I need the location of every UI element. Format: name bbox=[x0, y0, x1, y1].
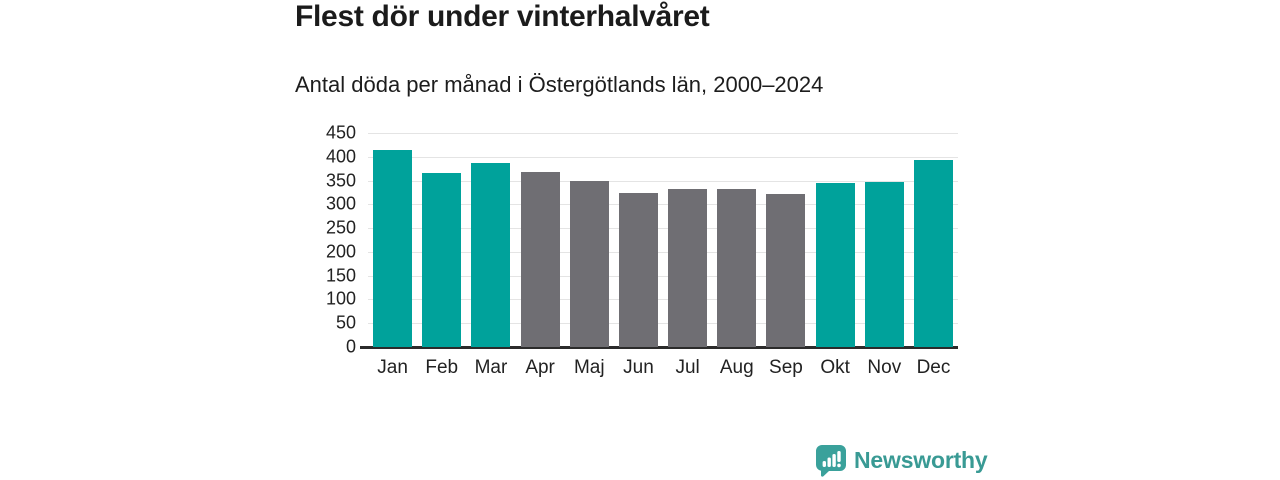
bar-slot bbox=[368, 133, 417, 347]
y-axis-tick-label: 400 bbox=[325, 146, 356, 167]
bar-slot bbox=[466, 133, 515, 347]
bar-slot bbox=[516, 133, 565, 347]
plot-area bbox=[368, 133, 958, 347]
x-axis-label-aug: Aug bbox=[719, 357, 754, 378]
gridline bbox=[368, 323, 958, 325]
x-axis-label-jan: Jan bbox=[377, 357, 408, 378]
y-axis-tick-label: 100 bbox=[325, 288, 356, 309]
bar-slot bbox=[417, 133, 466, 347]
x-axis-line bbox=[360, 346, 958, 349]
gridline bbox=[368, 228, 958, 230]
newsworthy-logo-text: Newsworthy bbox=[854, 447, 988, 473]
bar-dec bbox=[913, 160, 953, 347]
bar-aug bbox=[717, 189, 757, 347]
y-axis-tick-label: 300 bbox=[325, 193, 356, 214]
bar-jun bbox=[618, 193, 658, 347]
y-axis-tick-label: 0 bbox=[345, 336, 356, 357]
bar-slot bbox=[712, 133, 761, 347]
bar-feb bbox=[422, 172, 462, 347]
bar-jan bbox=[373, 149, 413, 347]
gridline bbox=[368, 204, 958, 206]
x-axis-label-okt: Okt bbox=[820, 357, 850, 378]
x-axis-label-mar: Mar bbox=[474, 357, 508, 378]
gridline bbox=[368, 251, 958, 253]
x-axis-label-jun: Jun bbox=[623, 357, 654, 378]
y-axis: 450 400 350 300 250 200 150 100 50 0 bbox=[296, 123, 356, 357]
x-axis-label-maj: Maj bbox=[573, 357, 605, 378]
bar-nov bbox=[864, 181, 904, 347]
newsworthy-branding: Newsworthy bbox=[815, 444, 988, 477]
x-axis-label-sep: Sep bbox=[769, 357, 803, 378]
x-axis-label-jul: Jul bbox=[675, 357, 700, 378]
x-axis-label-feb: Feb bbox=[425, 357, 459, 378]
y-axis-tick-label: 150 bbox=[325, 265, 356, 286]
bar-slot bbox=[565, 133, 614, 347]
y-axis-tick-label: 200 bbox=[325, 241, 356, 262]
bars-container bbox=[368, 133, 958, 347]
y-axis-tick-label: 450 bbox=[325, 122, 356, 143]
gridline bbox=[368, 156, 958, 158]
y-axis-tick-label: 250 bbox=[325, 217, 356, 238]
bar-maj bbox=[569, 180, 609, 347]
bar-slot bbox=[614, 133, 663, 347]
chart-title: Flest dör under vinterhalvåret bbox=[295, 0, 710, 33]
bar-slot bbox=[811, 133, 860, 347]
gridline bbox=[368, 133, 958, 134]
bar-slot bbox=[909, 133, 958, 347]
gridline bbox=[368, 299, 958, 301]
chart-subtitle: Antal döda per månad i Östergötlands län… bbox=[295, 72, 824, 97]
newsworthy-speech-bubble-bar-chart-icon bbox=[816, 445, 846, 477]
gridline bbox=[368, 180, 958, 182]
bar-slot bbox=[663, 133, 712, 347]
y-axis-tick-label: 350 bbox=[325, 170, 356, 191]
x-axis-label-dec: Dec bbox=[916, 357, 951, 378]
bar-slot bbox=[860, 133, 909, 347]
bar-apr bbox=[520, 172, 560, 347]
x-axis: Jan Feb Mar Apr Maj Jun Jul Aug Sep Okt Nov Dec bbox=[368, 357, 958, 379]
bar-jul bbox=[668, 188, 708, 347]
y-axis-tick-label: 50 bbox=[335, 312, 356, 333]
bar-okt bbox=[815, 182, 855, 347]
bar-mar bbox=[471, 163, 511, 347]
bar-sep bbox=[766, 193, 806, 347]
x-axis-label-apr: Apr bbox=[525, 357, 555, 378]
x-axis-label-nov: Nov bbox=[867, 357, 902, 378]
gridline bbox=[368, 275, 958, 277]
bar-slot bbox=[761, 133, 810, 347]
bar-chart: 450 400 350 300 250 200 150 100 50 0 Jan Feb Mar Apr… bbox=[296, 123, 966, 393]
